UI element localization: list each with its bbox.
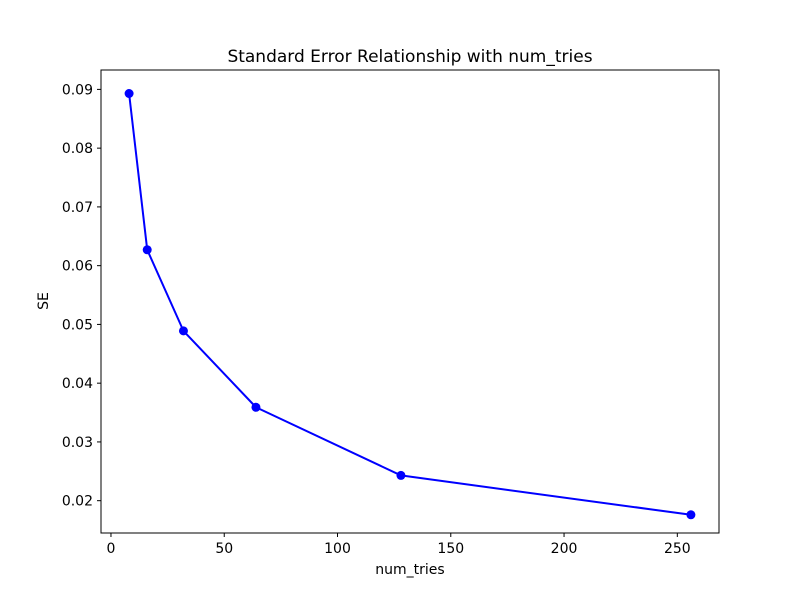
data-point-marker xyxy=(396,470,406,480)
y-tick-label: 0.06 xyxy=(62,259,93,275)
x-tick-label: 0 xyxy=(107,541,116,557)
x-tick-label: 50 xyxy=(215,541,233,557)
y-tick-label: 0.05 xyxy=(62,317,93,333)
plot-area: 0 50 100 150 200 250 0.02 0.03 0.04 0.05 0.06 0.07 0… xyxy=(62,69,720,557)
axes-frame xyxy=(100,69,720,534)
chart-title: Standard Error Relationship with num_tri… xyxy=(227,47,592,67)
x-tick-label: 250 xyxy=(664,541,691,557)
series-line xyxy=(128,92,692,516)
x-axis-label: num_tries xyxy=(375,562,444,578)
x-tick-label: 150 xyxy=(437,541,464,557)
data-point-marker xyxy=(178,326,188,336)
y-tick-label: 0.04 xyxy=(62,376,93,392)
y-tick-label: 0.07 xyxy=(62,200,93,216)
y-axis-label: SE xyxy=(36,292,52,310)
x-tick-label: 200 xyxy=(551,541,578,557)
y-tick-label: 0.03 xyxy=(62,435,93,451)
y-tick-label: 0.09 xyxy=(62,82,93,98)
data-point-marker xyxy=(142,245,152,255)
y-tick-label: 0.02 xyxy=(62,494,93,510)
data-point-marker xyxy=(686,510,696,520)
data-point-marker xyxy=(251,402,261,412)
y-tick-label: 0.08 xyxy=(62,141,93,157)
data-point-marker xyxy=(124,89,134,99)
x-tick-label: 100 xyxy=(324,541,351,557)
